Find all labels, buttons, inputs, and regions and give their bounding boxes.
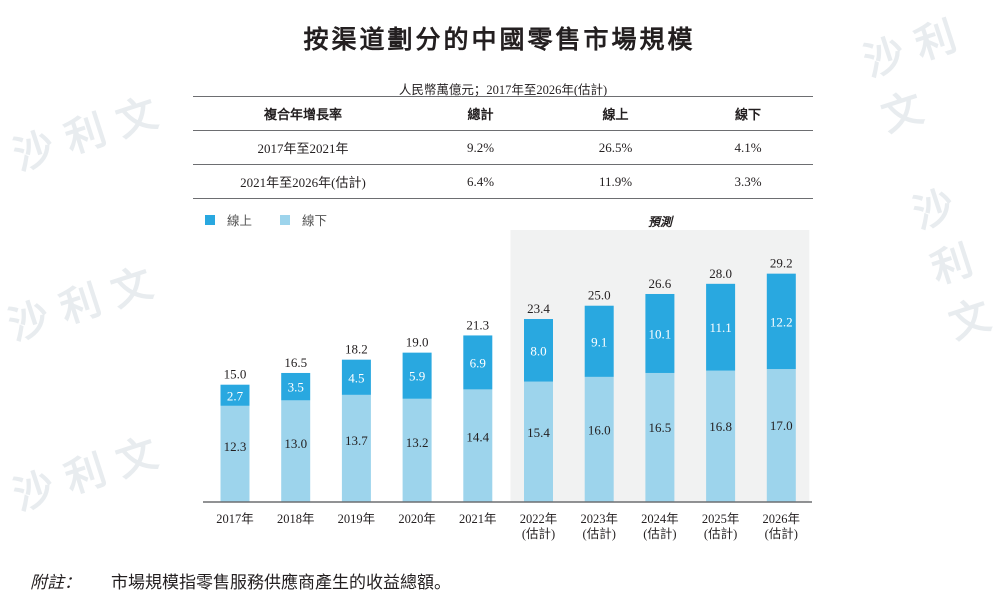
bar-online bbox=[706, 283, 736, 371]
data-label-total: 15.0 bbox=[224, 367, 247, 382]
x-tick-sublabel: (估計) bbox=[522, 526, 555, 541]
x-tick-label: 2017年 bbox=[216, 512, 254, 526]
legend-swatch-offline bbox=[280, 214, 291, 225]
data-label-total: 23.4 bbox=[527, 301, 550, 316]
bar-offline bbox=[584, 376, 614, 502]
bar-online bbox=[463, 335, 493, 390]
footnote-label: 附註： bbox=[30, 573, 81, 592]
footnote: 附註： 市場規模指零售服務供應商產生的收益總額。 bbox=[30, 568, 451, 593]
bar-offline bbox=[645, 372, 675, 502]
data-label-offline: 13.0 bbox=[284, 436, 307, 451]
data-label-offline: 12.3 bbox=[224, 439, 247, 454]
data-label-offline: 16.5 bbox=[649, 420, 672, 435]
bar-offline bbox=[524, 381, 553, 502]
row-total: 9.2% bbox=[413, 130, 548, 165]
data-label-offline: 16.8 bbox=[709, 419, 732, 434]
bar-online bbox=[524, 319, 553, 382]
x-tick-label: 2022年 bbox=[520, 512, 558, 526]
data-label-online: 11.1 bbox=[709, 320, 731, 335]
data-label-offline: 17.0 bbox=[770, 418, 793, 433]
row-offline: 4.1% bbox=[683, 130, 813, 165]
x-tick-label: 2026年 bbox=[763, 512, 801, 526]
bar-online bbox=[402, 352, 432, 399]
data-label-offline: 14.4 bbox=[466, 430, 489, 445]
row-online: 26.5% bbox=[548, 130, 683, 165]
data-label-online: 3.5 bbox=[288, 380, 304, 395]
data-label-online: 10.1 bbox=[649, 326, 672, 341]
data-label-online: 4.5 bbox=[348, 370, 364, 385]
header-online: 線上 bbox=[548, 96, 683, 131]
x-tick-label: 2024年 bbox=[641, 512, 679, 526]
data-label-total: 25.0 bbox=[588, 288, 611, 303]
bar-online bbox=[341, 359, 371, 395]
legend-label: 線上 bbox=[227, 213, 253, 228]
data-label-online: 12.2 bbox=[770, 314, 793, 329]
bar-offline bbox=[341, 394, 371, 502]
bar-online bbox=[281, 372, 311, 401]
data-label-online: 8.0 bbox=[530, 343, 546, 358]
data-label-online: 2.7 bbox=[227, 388, 244, 403]
data-label-offline: 16.0 bbox=[588, 422, 611, 437]
row-period: 2021年至2026年(估計) bbox=[193, 164, 413, 199]
data-label-offline: 15.4 bbox=[527, 425, 550, 440]
table-row: 2017年至2021年 9.2% 26.5% 4.1% bbox=[193, 130, 813, 165]
forecast-label: 預測 bbox=[647, 215, 672, 229]
legend-swatch-online bbox=[205, 214, 215, 225]
x-tick-label: 2020年 bbox=[398, 512, 436, 526]
data-label-offline: 13.7 bbox=[345, 433, 368, 448]
data-label-total: 26.6 bbox=[649, 276, 672, 291]
x-tick-label: 2021年 bbox=[459, 512, 497, 526]
bar-offline bbox=[402, 398, 432, 502]
bar-online bbox=[584, 305, 614, 377]
bar-offline bbox=[220, 405, 250, 502]
legend: 線上 線下 bbox=[205, 210, 327, 229]
bar-online bbox=[645, 293, 675, 373]
table-header-row: 複合年增長率 總計 線上 線下 bbox=[193, 96, 813, 131]
data-label-total: 28.0 bbox=[709, 266, 732, 281]
header-cagr: 複合年增長率 bbox=[193, 96, 413, 131]
row-online: 11.9% bbox=[548, 164, 683, 199]
x-tick-sublabel: (估計) bbox=[704, 526, 737, 541]
data-label-online: 6.9 bbox=[470, 355, 486, 370]
unit-note: 人民幣萬億元；2017年至2026年(估計) bbox=[398, 83, 608, 97]
data-label-offline: 13.2 bbox=[406, 435, 429, 450]
data-label-total: 16.5 bbox=[284, 355, 307, 370]
data-label-total: 21.3 bbox=[466, 317, 489, 332]
footnote-text: 市場規模指零售服務供應商產生的收益總額。 bbox=[111, 573, 451, 592]
bar-offline bbox=[766, 369, 796, 502]
table-row: 2021年至2026年(估計) 6.4% 11.9% 3.3% bbox=[193, 164, 813, 199]
row-total: 6.4% bbox=[413, 164, 548, 199]
header-offline: 線下 bbox=[683, 96, 813, 131]
x-tick-sublabel: (估計) bbox=[643, 526, 676, 541]
data-label-total: 19.0 bbox=[406, 335, 429, 350]
row-period: 2017年至2021年 bbox=[193, 130, 413, 165]
legend-item-offline: 線下 bbox=[280, 210, 327, 229]
x-tick-label: 2023年 bbox=[580, 512, 618, 526]
data-label-online: 5.9 bbox=[409, 369, 425, 384]
x-tick-sublabel: (估計) bbox=[583, 526, 616, 541]
x-tick-label: 2025年 bbox=[702, 512, 740, 526]
header-total: 總計 bbox=[413, 96, 548, 131]
bar-offline bbox=[281, 400, 311, 502]
legend-item-online: 線上 bbox=[205, 210, 252, 229]
bar-online bbox=[220, 384, 250, 406]
data-label-online: 9.1 bbox=[591, 334, 607, 349]
data-label-total: 29.2 bbox=[770, 256, 793, 271]
cagr-table: 複合年增長率 總計 線上 線下 2017年至2021年 9.2% 26.5% 4… bbox=[193, 96, 813, 199]
bar-offline bbox=[463, 389, 493, 502]
legend-label: 線下 bbox=[302, 213, 328, 228]
x-tick-label: 2018年 bbox=[277, 512, 315, 526]
bar-online bbox=[766, 273, 796, 370]
x-tick-sublabel: (估計) bbox=[765, 526, 798, 541]
page-title: 按渠道劃分的中國零售市場規模 bbox=[303, 25, 696, 54]
row-offline: 3.3% bbox=[683, 164, 813, 199]
data-label-total: 18.2 bbox=[345, 342, 368, 357]
bar-offline bbox=[706, 370, 736, 502]
x-tick-label: 2019年 bbox=[338, 512, 376, 526]
